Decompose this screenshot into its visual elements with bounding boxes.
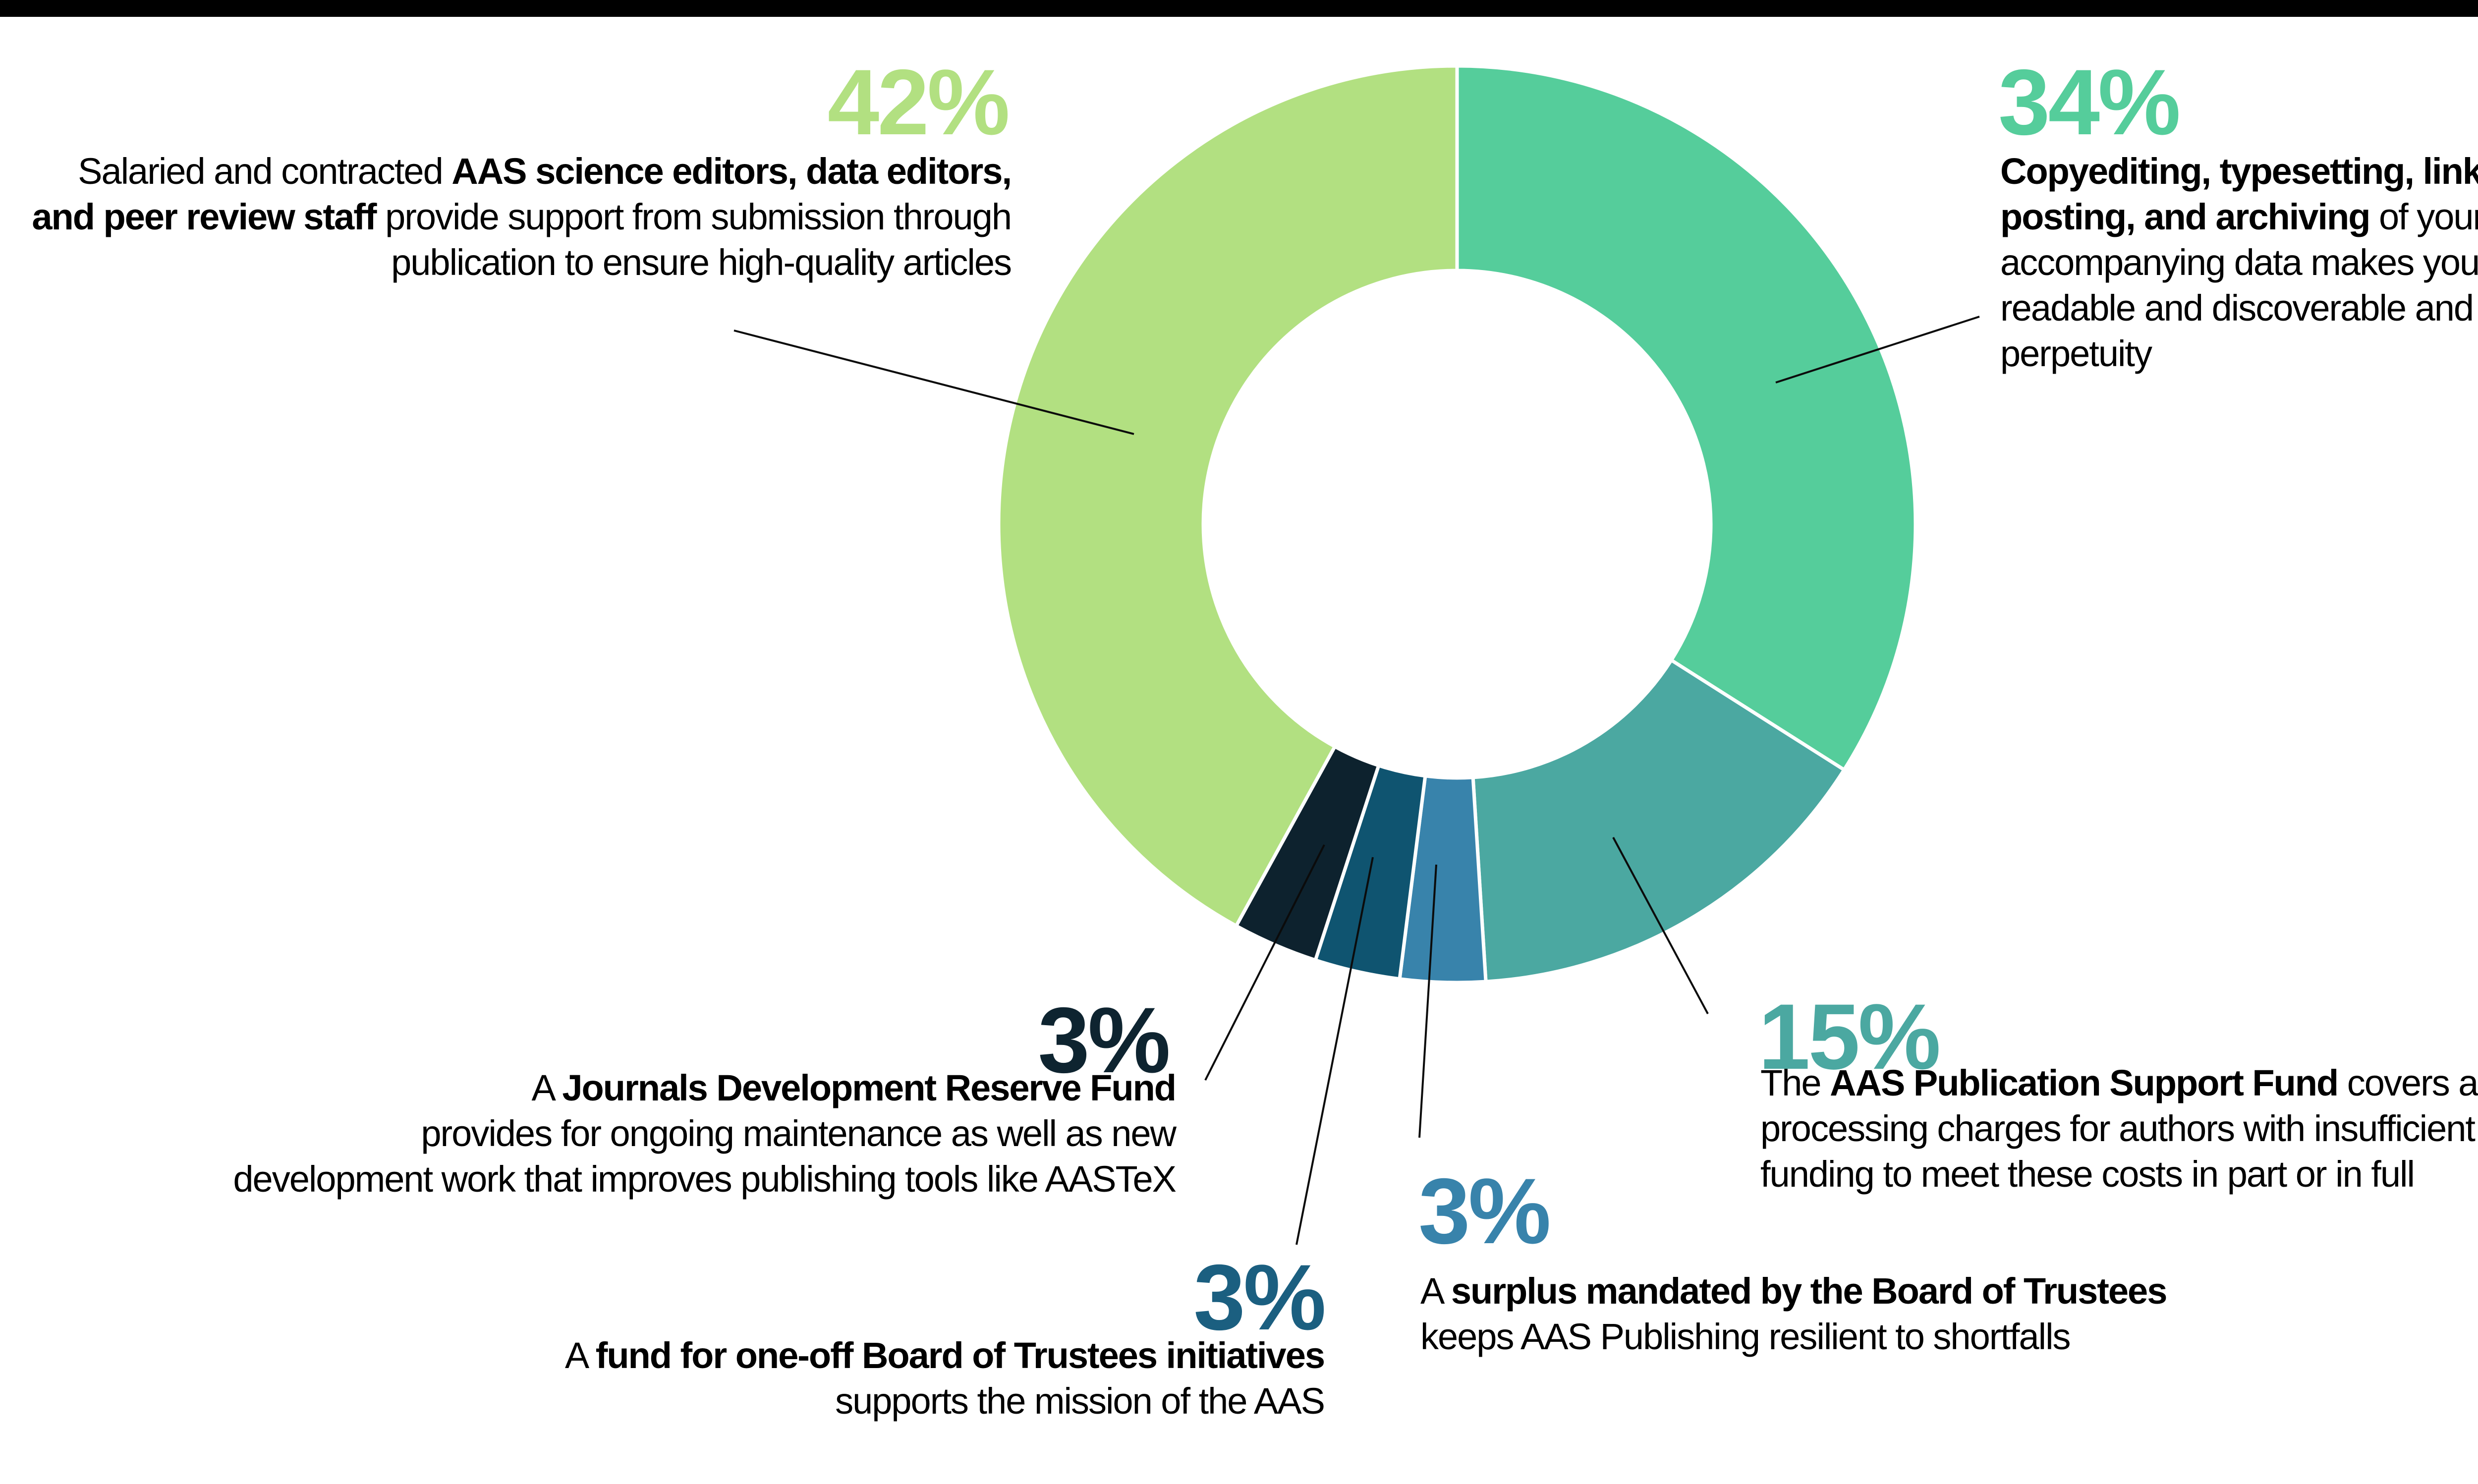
- donut-segment-34pct-0: [1455, 64, 1917, 772]
- callout-text-line: and peer review staff provide support fr…: [32, 196, 1012, 237]
- callout-text: A surplus mandated by the Board of Trust…: [1420, 1268, 2167, 1360]
- leader-line-3-surplus: [1418, 864, 1437, 1138]
- callout-text-line: development work that improves publishin…: [233, 1158, 1177, 1200]
- callout-text-line: accompanying data makes your research mo…: [2000, 242, 2478, 283]
- leader-line-34-copyediting: [1775, 316, 1980, 384]
- callout-text-line: The AAS Publication Support Fund covers …: [1760, 1062, 2478, 1103]
- percent-label: 3%: [1193, 1245, 1326, 1349]
- callout-text-line: keeps AAS Publishing resilient to shortf…: [1420, 1316, 2071, 1357]
- callout-text-line: funding to meet these costs in part or i…: [1760, 1154, 2415, 1195]
- callout-text-line: readable and discoverable and preserves …: [2000, 287, 2478, 329]
- donut-segment-15pct-1: [1471, 658, 1847, 984]
- percent-label: 34%: [1998, 50, 2181, 154]
- callout-text-line: perpetuity: [2000, 333, 2152, 374]
- leader-lines: [733, 316, 1980, 1245]
- callout-text: Salaried and contracted AAS science edit…: [32, 149, 1012, 285]
- callout-text-line: A Journals Development Reserve Fund: [531, 1067, 1177, 1108]
- callout-text-line: Copyediting, typesetting, linking and ta…: [2000, 151, 2478, 192]
- leader-line-15-publication-support-fund: [1612, 837, 1709, 1014]
- callout-text-line: processing charges for authors with insu…: [1760, 1108, 2476, 1149]
- percent-label: 3%: [1038, 988, 1171, 1092]
- callout-text: Copyediting, typesetting, linking and ta…: [2000, 149, 2478, 377]
- percent-label: 15%: [1758, 985, 1941, 1089]
- callout-text: A fund for one-off Board of Trustees ini…: [564, 1333, 1325, 1424]
- callout-text: The AAS Publication Support Fund covers …: [1760, 1060, 2478, 1197]
- callout-text-line: posting, and archiving of your article a…: [2000, 196, 2478, 237]
- leader-line-3-one-off-initiatives: [1295, 857, 1374, 1245]
- callout-text-line: A surplus mandated by the Board of Trust…: [1420, 1270, 2167, 1312]
- callout-text-line: Salaried and contracted AAS science edit…: [78, 151, 1012, 192]
- donut-segments: [997, 64, 1917, 985]
- leader-line-42-editorial-staff: [733, 330, 1134, 435]
- percent-label: 42%: [827, 50, 1010, 154]
- percent-label: 3%: [1418, 1159, 1551, 1263]
- callout-text-line: provides for ongoing maintenance as well…: [421, 1113, 1177, 1154]
- donut-segment-42pct-5: [997, 64, 1459, 929]
- top-letterbox-bar: [0, 0, 2478, 17]
- callout-text-line: publication to ensure high-quality artic…: [391, 242, 1012, 283]
- leader-line-3-journals-reserve-fund: [1204, 844, 1325, 1081]
- callout-text-line: supports the mission of the AAS: [835, 1380, 1325, 1422]
- callout-text: A Journals Development Reserve Fund provi…: [233, 1065, 1177, 1202]
- callout-text-line: A fund for one-off Board of Trustees ini…: [564, 1335, 1325, 1376]
